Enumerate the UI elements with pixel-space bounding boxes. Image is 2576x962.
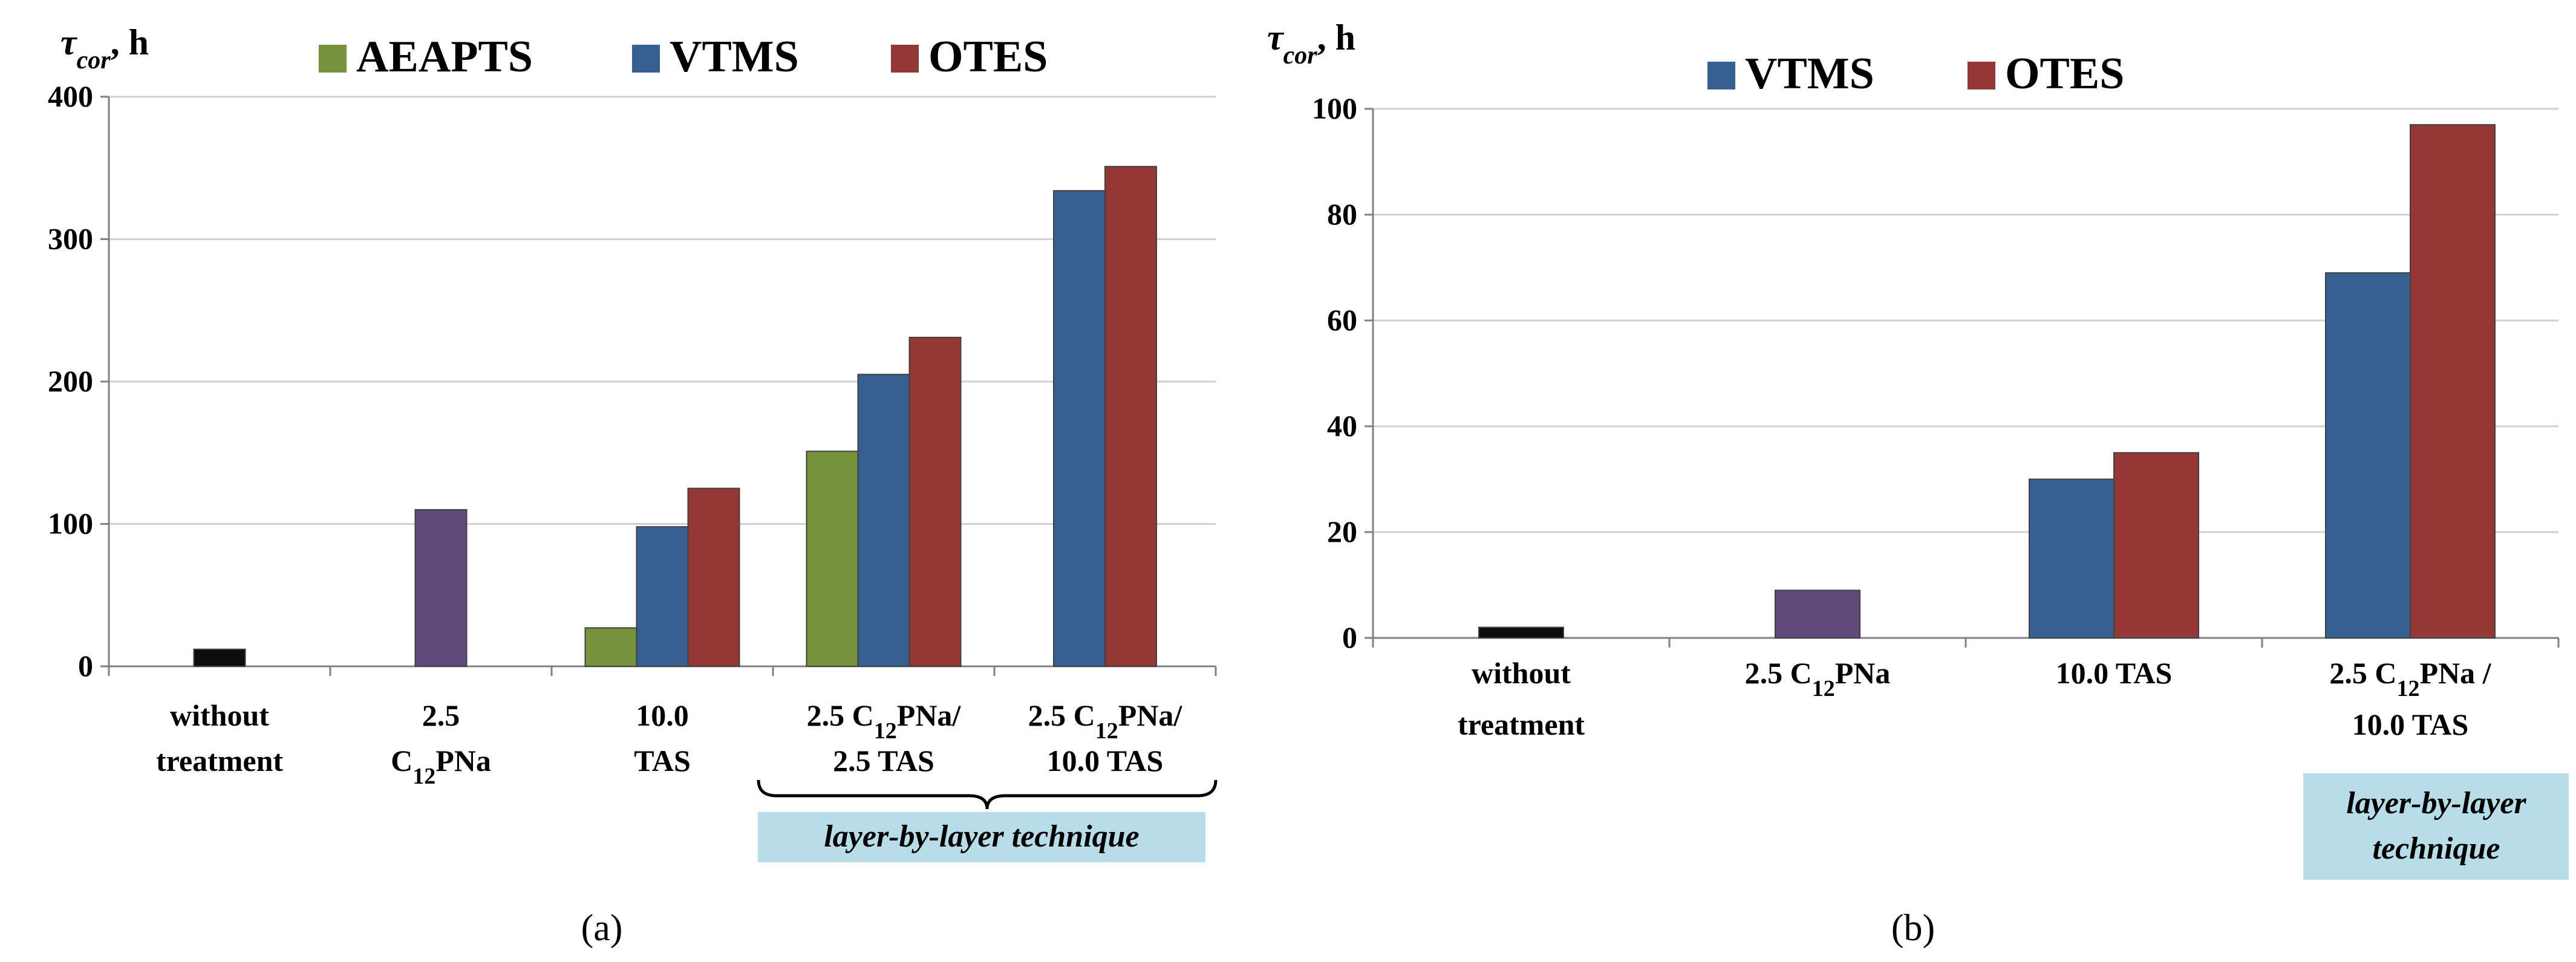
y-axis-label-sub: cor	[77, 47, 111, 74]
brace	[757, 779, 1218, 810]
bar-aeapts	[584, 627, 637, 668]
y-tick-label: 0	[78, 649, 93, 683]
annotation-text: technique	[2373, 831, 2500, 866]
bar-vtms	[857, 374, 910, 667]
y-tick-label: 100	[48, 507, 93, 541]
bar-vtms	[1053, 190, 1106, 667]
bar-otes	[908, 336, 962, 667]
bar-single	[193, 648, 246, 667]
x-tick-label-part: 12	[1812, 676, 1835, 701]
x-tick-label-part: 2.5 C	[1745, 656, 1812, 690]
annotation-box	[758, 812, 1205, 862]
x-tick-label: without	[1472, 656, 1571, 690]
x-tick-label-part: 2.5 C	[2329, 656, 2396, 690]
x-tick-label-part: 2.5 C	[807, 698, 874, 732]
x-tick-label-part: PNa	[1835, 656, 1891, 690]
x-tick-label-part: without	[170, 698, 269, 732]
x-tick-label: treatment	[156, 744, 283, 778]
legend-swatch-otes	[891, 45, 919, 73]
bar-single	[1775, 590, 1860, 639]
x-tick-label: 10.0 TAS	[2352, 707, 2469, 741]
y-axis-label-unit: , h	[1317, 18, 1355, 57]
annotation-text: layer-by-layer	[2346, 786, 2526, 821]
x-tick-label: 2.5	[422, 698, 460, 732]
x-tick-label: 10.0	[636, 698, 689, 732]
y-tick-label: 60	[1327, 303, 1357, 337]
bar-aeapts	[806, 450, 859, 668]
bar-single	[1478, 626, 1564, 639]
x-tick-label-part: 10.0 TAS	[2352, 707, 2469, 741]
x-tick-label: 2.5 C12PNa	[1745, 656, 1891, 701]
y-axis-label-symbol: τ	[1267, 18, 1285, 57]
legend-label-vtms: VTMS	[670, 32, 799, 82]
annotation-text: layer-by-layer technique	[824, 819, 1139, 854]
x-tick-label-part: treatment	[1458, 707, 1585, 741]
legend-swatch-otes	[1968, 62, 1995, 89]
legend-label-aeapts: AEAPTS	[356, 32, 533, 82]
legend-label-vtms: VTMS	[1745, 49, 1874, 99]
bar-vtms	[2325, 272, 2411, 639]
bar-vtms	[2029, 478, 2115, 639]
x-tick-label-part: 12	[2397, 676, 2420, 701]
x-tick-label-part: TAS	[634, 744, 691, 778]
x-tick-label-part: 12	[1095, 718, 1118, 744]
bar-vtms	[636, 526, 689, 668]
chart-a: 0100200300400withouttreatment2.5C12PNa10…	[48, 22, 1218, 949]
x-tick-label-part: 10.0 TAS	[1047, 744, 1164, 778]
x-tick-label: C12PNa	[391, 744, 491, 789]
y-axis-label-symbol: τ	[60, 22, 78, 62]
bar-otes	[2113, 452, 2199, 639]
legend-swatch-vtms	[1707, 62, 1735, 89]
x-tick-label: treatment	[1458, 707, 1585, 741]
y-tick-label: 40	[1327, 409, 1357, 443]
x-tick-label-part: PNa/	[1118, 698, 1183, 732]
legend-swatch-aeapts	[319, 45, 347, 73]
caption: (a)	[581, 908, 623, 949]
y-tick-label: 300	[48, 222, 93, 256]
y-tick-label: 0	[1342, 620, 1357, 654]
x-tick-label: 2.5 C12PNa /	[2329, 656, 2491, 701]
x-tick-label-part: PNa	[435, 744, 491, 778]
y-tick-label: 80	[1327, 197, 1357, 231]
annotation-box	[2303, 773, 2569, 880]
x-tick-label-part: 2.5 TAS	[833, 744, 934, 778]
x-tick-label-part: 10.0 TAS	[2056, 656, 2173, 690]
x-tick-label: without	[170, 698, 269, 732]
y-axis-label: τcor, h	[1267, 18, 1355, 70]
x-tick-label-part: 10.0	[636, 698, 689, 732]
bar-otes	[1104, 166, 1157, 667]
x-tick-label: TAS	[634, 744, 691, 778]
x-tick-label-part: C	[391, 744, 412, 778]
x-tick-label-part: PNa /	[2420, 656, 2492, 690]
bar-otes	[2410, 124, 2496, 639]
y-axis-label: τcor, h	[60, 22, 149, 74]
x-tick-label-part: PNa/	[897, 698, 962, 732]
bar-otes	[687, 487, 740, 667]
y-tick-label: 20	[1327, 515, 1357, 548]
y-tick-label: 200	[48, 364, 93, 398]
legend-label-otes: OTES	[928, 32, 1048, 82]
legend-swatch-vtms	[632, 45, 660, 73]
y-axis-label-sub: cor	[1283, 42, 1318, 70]
y-tick-label: 400	[48, 79, 93, 113]
bar-single	[414, 509, 468, 667]
x-tick-label: 2.5 C12PNa/	[1028, 698, 1183, 744]
caption: (b)	[1891, 908, 1935, 949]
y-tick-label: 100	[1312, 91, 1357, 125]
x-tick-label-part: without	[1472, 656, 1571, 690]
x-tick-label: 2.5 TAS	[833, 744, 934, 778]
y-axis-label-unit: , h	[111, 22, 149, 62]
x-tick-label-part: treatment	[156, 744, 283, 778]
x-tick-label: 10.0 TAS	[2056, 656, 2173, 690]
legend-label-otes: OTES	[2005, 49, 2124, 99]
x-tick-label: 2.5 C12PNa/	[807, 698, 962, 744]
x-tick-label-part: 2.5	[422, 698, 460, 732]
x-tick-label-part: 12	[412, 764, 435, 789]
x-tick-label-part: 12	[874, 718, 897, 744]
x-tick-label: 10.0 TAS	[1047, 744, 1164, 778]
x-tick-label-part: 2.5 C	[1028, 698, 1095, 732]
